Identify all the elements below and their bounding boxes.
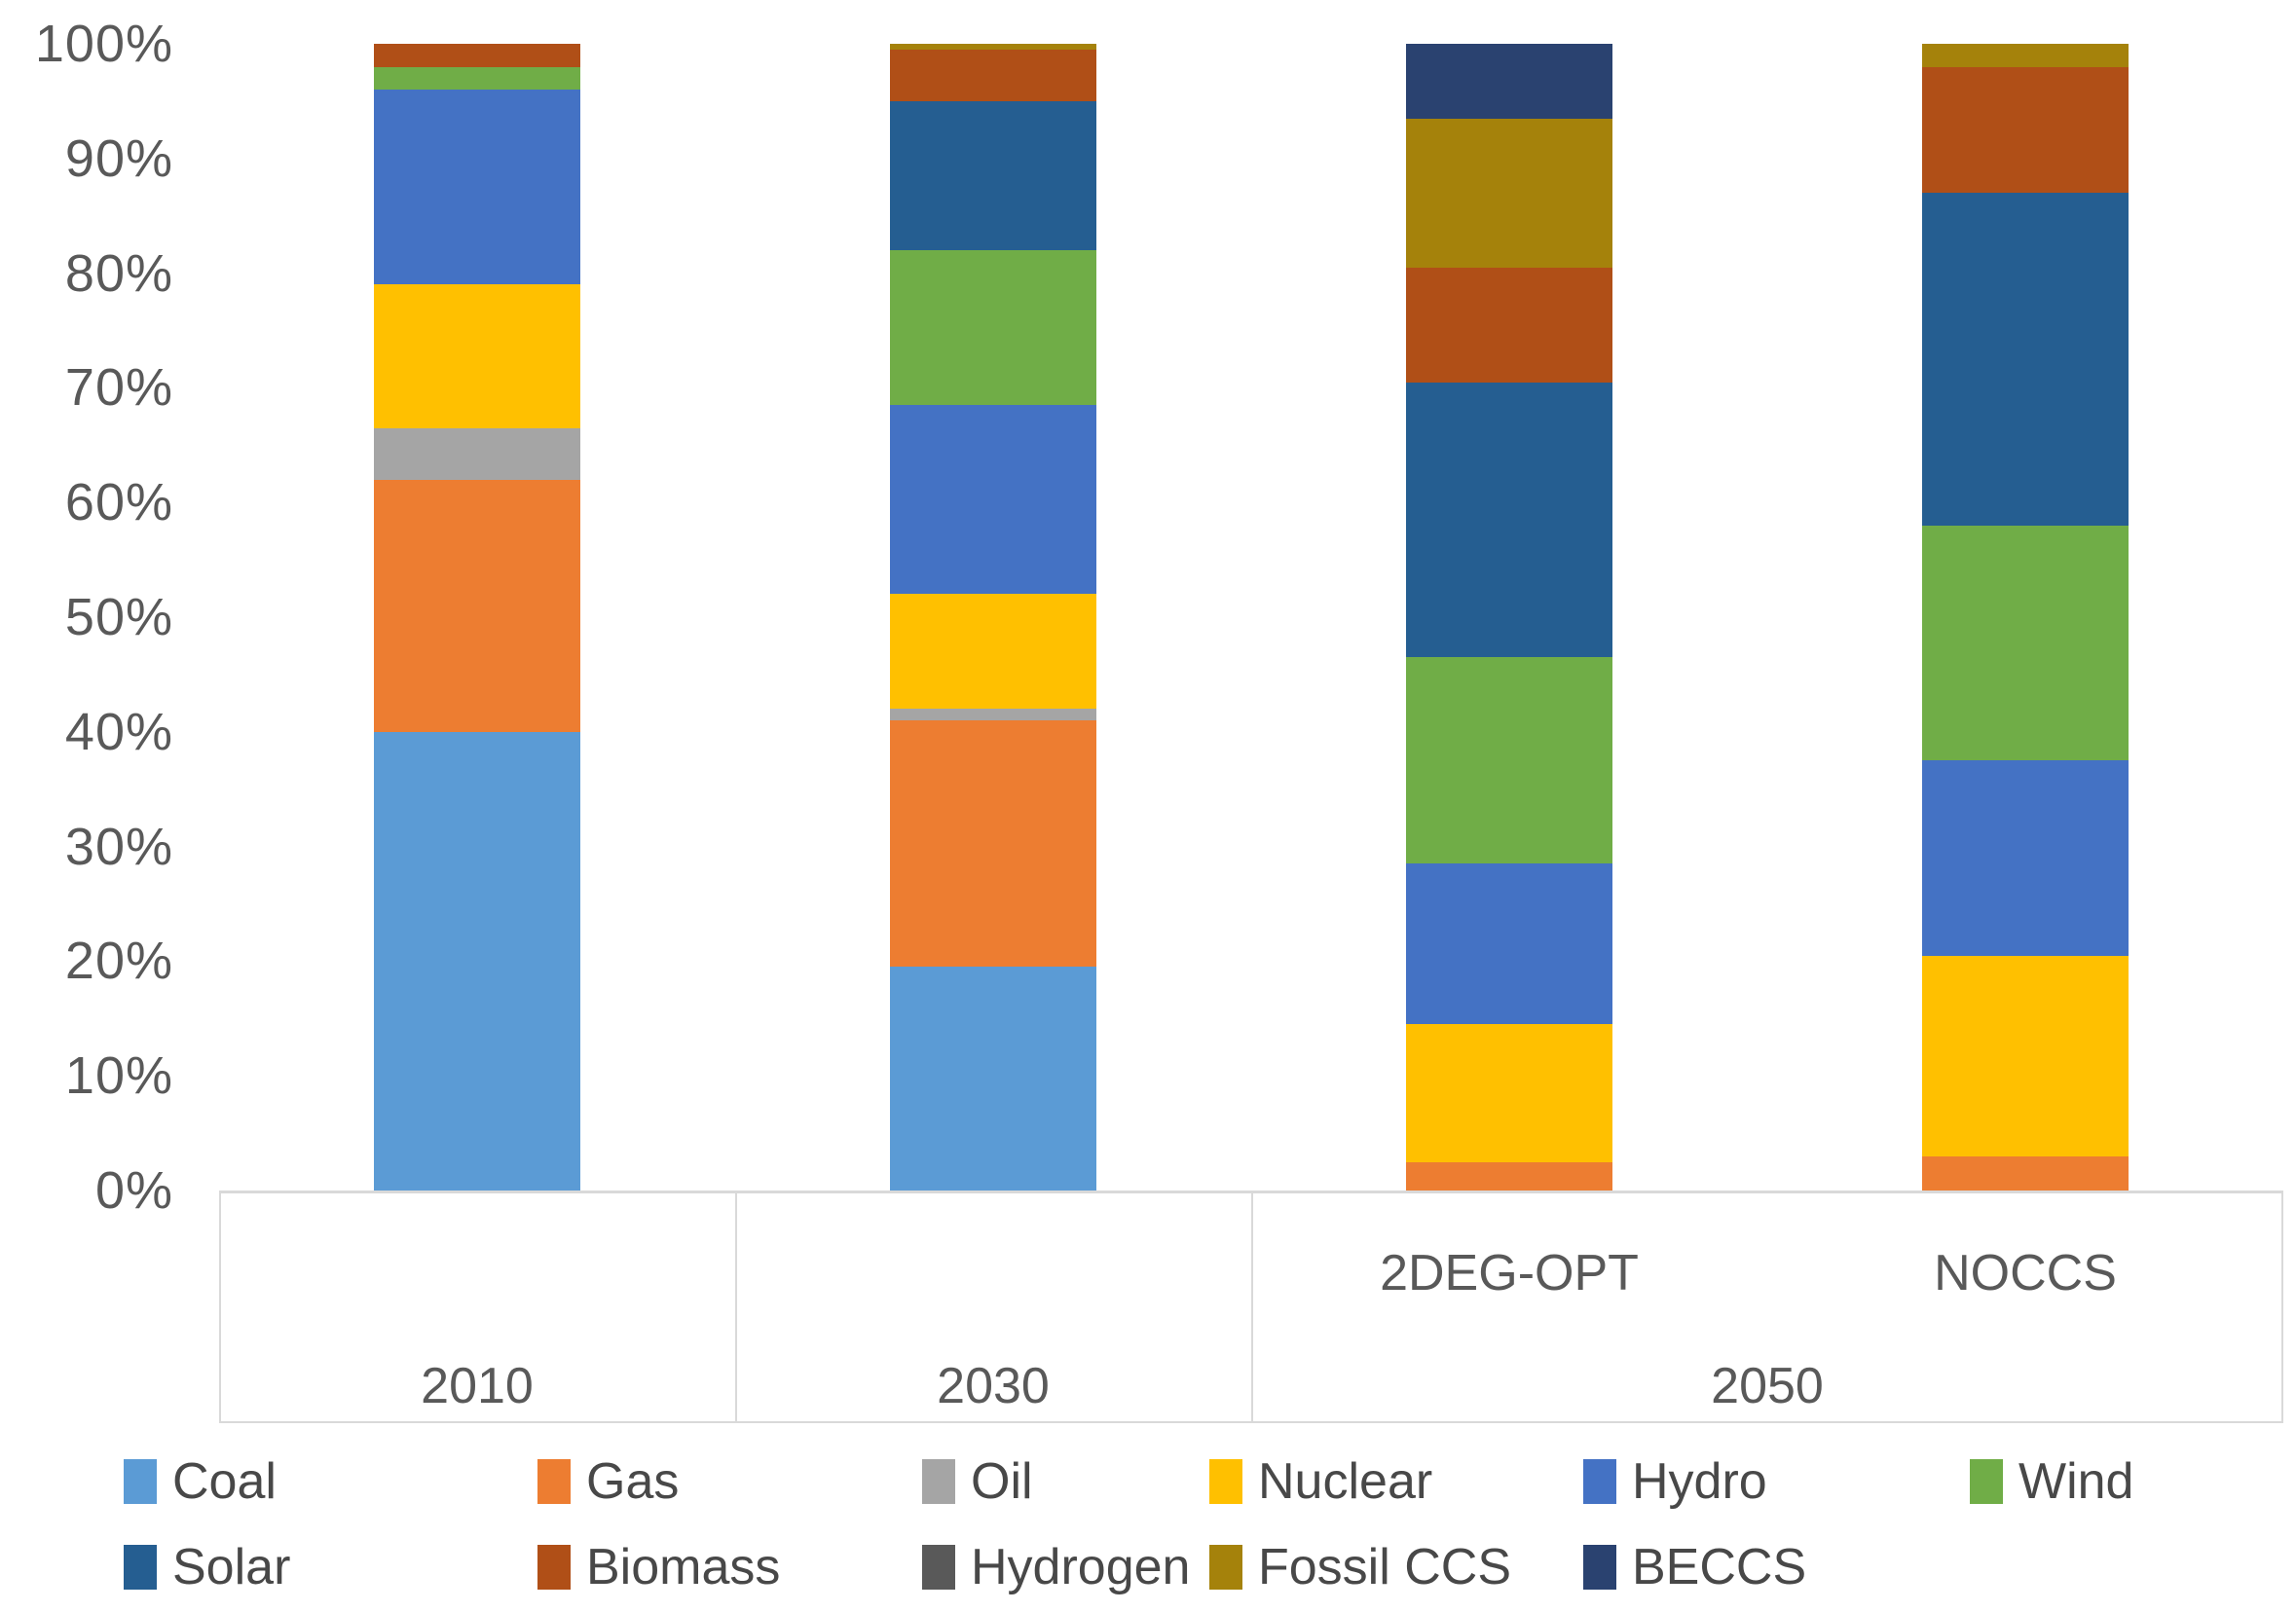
segment-wind <box>890 250 1096 406</box>
legend-swatch-solar <box>124 1545 157 1590</box>
legend-label-hydro: Hydro <box>1632 1453 1767 1510</box>
segment-hydro <box>890 405 1096 595</box>
legend-label-fossil-ccs: Fossil CCS <box>1258 1539 1512 1595</box>
scenario-label-2deg-opt: 2DEG-OPT <box>1380 1245 1639 1301</box>
legend-swatch-hydro <box>1583 1459 1616 1504</box>
segment-gas <box>374 479 580 732</box>
segment-solar <box>1406 382 1612 658</box>
bar-2050-2deg-opt <box>1406 44 1612 1191</box>
segment-beccs <box>1406 44 1612 119</box>
year-label-2050: 2050 <box>1711 1358 1824 1414</box>
bar-2010 <box>374 44 580 1191</box>
legend-swatch-beccs <box>1583 1545 1616 1590</box>
legend-swatch-wind <box>1970 1459 2003 1504</box>
y-tick-label-20: 20% <box>64 932 173 991</box>
legend-label-solar: Solar <box>172 1539 291 1595</box>
segment-gas <box>1922 1155 2129 1191</box>
segment-solar <box>890 100 1096 251</box>
segment-wind <box>374 66 580 91</box>
group-divider <box>735 1193 737 1423</box>
legend-item-nuclear: Nuclear <box>1209 1452 1432 1511</box>
y-tick-label-80: 80% <box>64 243 173 303</box>
legend-item-gas: Gas <box>537 1452 679 1511</box>
segment-fossil-ccs <box>890 44 1096 50</box>
y-tick-label-100: 100% <box>34 15 173 73</box>
segment-coal <box>890 967 1096 1191</box>
legend-item-hydro: Hydro <box>1583 1452 1767 1511</box>
segment-nuclear <box>1922 955 2129 1156</box>
bar-2030 <box>890 44 1096 1191</box>
legend-item-oil: Oil <box>922 1452 1033 1511</box>
y-tick-label-10: 10% <box>64 1046 173 1106</box>
legend-label-beccs: BECCS <box>1632 1539 1807 1595</box>
year-label-2030: 2030 <box>937 1358 1050 1414</box>
y-tick-label-90: 90% <box>64 128 173 188</box>
segment-solar <box>1922 193 2129 526</box>
legend-swatch-oil <box>922 1459 955 1504</box>
legend-item-hydrogen: Hydrogen <box>922 1538 1190 1596</box>
legend-swatch-biomass <box>537 1545 571 1590</box>
y-tick-label-70: 70% <box>64 358 173 418</box>
legend-label-gas: Gas <box>586 1453 680 1510</box>
segment-nuclear <box>1406 1024 1612 1162</box>
y-tick-label-30: 30% <box>64 817 173 876</box>
legend-swatch-gas <box>537 1459 571 1504</box>
y-tick-label-40: 40% <box>64 702 173 761</box>
segment-biomass <box>1922 66 2129 194</box>
segment-wind <box>1406 657 1612 864</box>
segment-gas <box>890 720 1096 968</box>
legend-label-nuclear: Nuclear <box>1258 1453 1433 1510</box>
segment-fossil-ccs <box>1922 44 2129 67</box>
legend-swatch-nuclear <box>1209 1459 1242 1504</box>
segment-hydro <box>1922 760 2129 956</box>
legend-swatch-hydrogen <box>922 1545 955 1590</box>
legend-label-hydrogen: Hydrogen <box>971 1539 1191 1595</box>
legend-item-fossil-ccs: Fossil CCS <box>1209 1538 1511 1596</box>
segment-biomass <box>1406 267 1612 383</box>
legend-item-beccs: BECCS <box>1583 1538 1806 1596</box>
year-label-2010: 2010 <box>421 1358 534 1414</box>
legend-label-coal: Coal <box>172 1453 277 1510</box>
segment-biomass <box>374 44 580 67</box>
legend-item-biomass: Biomass <box>537 1538 780 1596</box>
segment-hydro <box>1406 863 1612 1025</box>
group-divider <box>1251 1193 1253 1423</box>
legend-item-wind: Wind <box>1970 1452 2133 1511</box>
legend-swatch-fossil-ccs <box>1209 1545 1242 1590</box>
segment-gas <box>1406 1161 1612 1191</box>
legend-item-solar: Solar <box>124 1538 290 1596</box>
y-tick-label-50: 50% <box>64 588 173 646</box>
segment-wind <box>1922 525 2129 761</box>
legend-label-oil: Oil <box>971 1453 1033 1510</box>
scenario-label-noccs: NOCCS <box>1934 1245 2117 1301</box>
segment-biomass <box>890 49 1096 101</box>
segment-hydro <box>374 90 580 285</box>
x-axis-line <box>219 1191 2283 1193</box>
segment-oil <box>890 709 1096 721</box>
legend-swatch-coal <box>124 1459 157 1504</box>
segment-nuclear <box>374 284 580 428</box>
y-tick-label-0: 0% <box>94 1161 173 1220</box>
bar-2050-noccs <box>1922 44 2129 1191</box>
segment-nuclear <box>890 594 1096 710</box>
segment-oil <box>374 427 580 480</box>
y-tick-label-60: 60% <box>64 473 173 532</box>
legend-item-coal: Coal <box>124 1452 277 1511</box>
segment-coal <box>374 731 580 1191</box>
legend-label-wind: Wind <box>2018 1453 2134 1510</box>
legend-label-biomass: Biomass <box>586 1539 781 1595</box>
segment-fossil-ccs <box>1406 118 1612 268</box>
